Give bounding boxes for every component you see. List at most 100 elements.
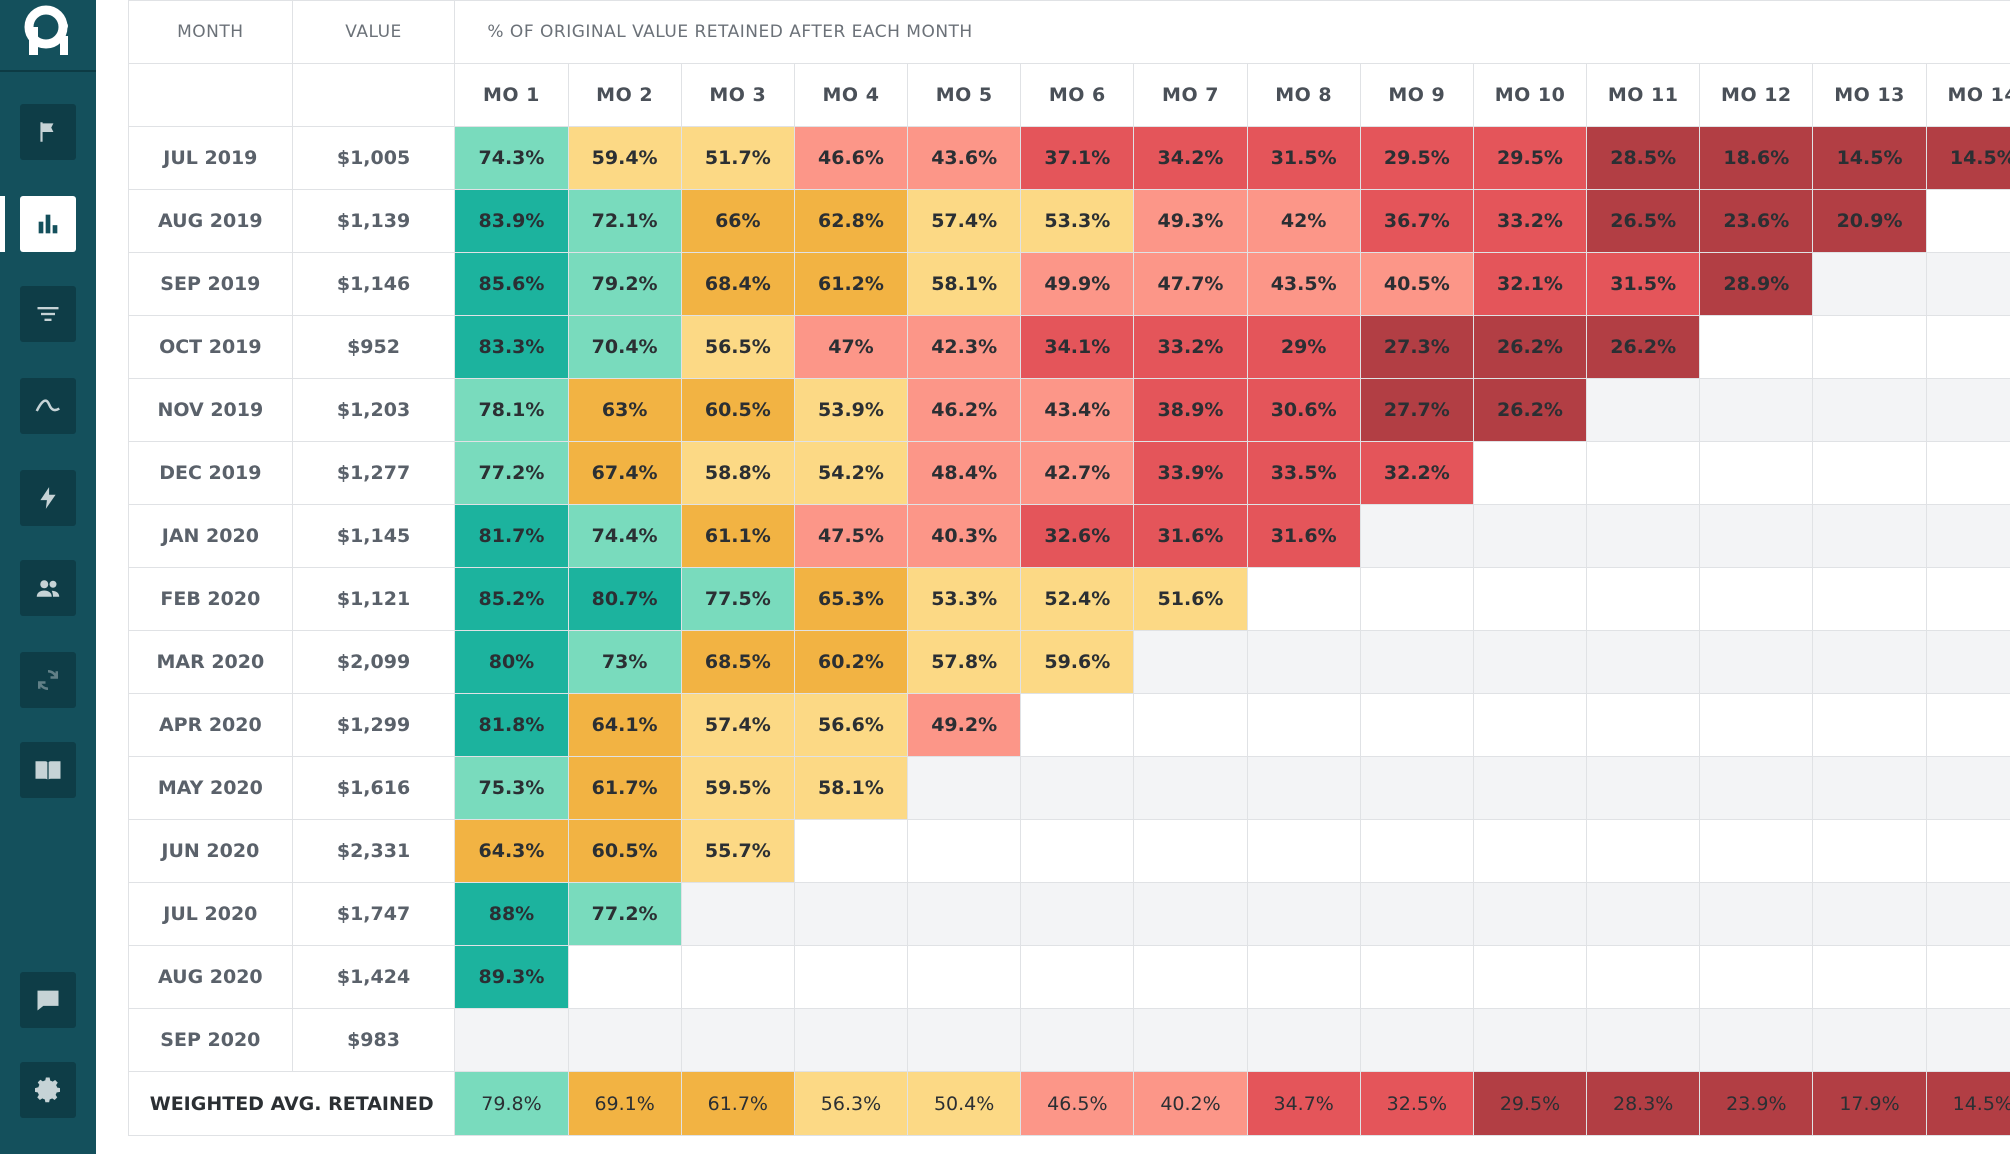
retention-cell[interactable]: 46.2% (907, 378, 1022, 442)
retention-cell[interactable]: 53.3% (907, 567, 1022, 631)
retention-cell[interactable]: 32.1% (1472, 252, 1588, 316)
weighted-average-cell[interactable]: 29.5% (1472, 1071, 1588, 1136)
weighted-average-cell[interactable]: 46.5% (1020, 1071, 1135, 1136)
retention-cell[interactable]: 65.3% (793, 567, 909, 631)
retention-cell[interactable]: 26.2% (1472, 378, 1588, 442)
retention-cell[interactable]: 32.2% (1359, 441, 1474, 505)
month-column-header[interactable]: MO 13 (1812, 63, 1927, 127)
retention-cell[interactable]: 43.4% (1020, 378, 1135, 442)
retention-cell[interactable]: 57.4% (907, 189, 1022, 253)
retention-cell[interactable]: 81.7% (454, 504, 569, 568)
nav-customers-button[interactable] (20, 560, 76, 616)
retention-cell[interactable]: 78.1% (454, 378, 569, 442)
retention-cell[interactable]: 77.2% (454, 441, 569, 505)
retention-cell[interactable]: 59.5% (680, 756, 795, 820)
retention-cell[interactable]: 27.3% (1359, 315, 1474, 379)
nav-docs-button[interactable] (20, 742, 76, 798)
retention-cell[interactable]: 64.1% (567, 693, 682, 757)
retention-cell[interactable]: 55.7% (680, 819, 795, 883)
retention-cell[interactable]: 59.4% (567, 126, 682, 190)
retention-cell[interactable]: 47.5% (793, 504, 909, 568)
retention-cell[interactable]: 23.6% (1699, 189, 1814, 253)
retention-cell[interactable]: 53.3% (1020, 189, 1135, 253)
retention-cell[interactable]: 31.5% (1586, 252, 1701, 316)
retention-cell[interactable]: 80% (454, 630, 569, 694)
retention-cell[interactable]: 33.2% (1133, 315, 1248, 379)
weighted-average-cell[interactable]: 61.7% (680, 1071, 795, 1136)
retention-cell[interactable]: 63% (567, 378, 682, 442)
weighted-average-cell[interactable]: 28.3% (1586, 1071, 1701, 1136)
retention-cell[interactable]: 29.5% (1472, 126, 1588, 190)
retention-cell[interactable]: 40.3% (907, 504, 1022, 568)
nav-chat-button[interactable] (20, 972, 76, 1028)
weighted-average-cell[interactable]: 14.5% (1925, 1071, 2010, 1136)
retention-cell[interactable]: 83.3% (454, 315, 569, 379)
retention-cell[interactable]: 33.9% (1133, 441, 1248, 505)
month-column-header[interactable]: MO 11 (1586, 63, 1701, 127)
retention-cell[interactable]: 40.5% (1359, 252, 1474, 316)
weighted-average-cell[interactable]: 17.9% (1812, 1071, 1927, 1136)
retention-cell[interactable]: 14.5% (1925, 126, 2010, 190)
nav-filter-button[interactable] (20, 286, 76, 342)
weighted-average-cell[interactable]: 40.2% (1133, 1071, 1248, 1136)
retention-cell[interactable]: 57.8% (907, 630, 1022, 694)
retention-cell[interactable]: 53.9% (793, 378, 909, 442)
retention-cell[interactable]: 85.2% (454, 567, 569, 631)
month-column-header[interactable]: MO 2 (567, 63, 682, 127)
retention-cell[interactable]: 27.7% (1359, 378, 1474, 442)
retention-cell[interactable]: 66% (680, 189, 795, 253)
retention-cell[interactable]: 73% (567, 630, 682, 694)
month-column-header[interactable]: MO 1 (454, 63, 569, 127)
retention-cell[interactable]: 54.2% (793, 441, 909, 505)
retention-cell[interactable]: 85.6% (454, 252, 569, 316)
retention-cell[interactable]: 62.8% (793, 189, 909, 253)
retention-cell[interactable]: 58.1% (793, 756, 909, 820)
nav-settings-button[interactable] (20, 1062, 76, 1118)
retention-cell[interactable]: 28.5% (1586, 126, 1701, 190)
retention-cell[interactable]: 72.1% (567, 189, 682, 253)
retention-cell[interactable]: 46.6% (793, 126, 909, 190)
retention-cell[interactable]: 20.9% (1812, 189, 1927, 253)
retention-cell[interactable]: 43.6% (907, 126, 1022, 190)
retention-cell[interactable]: 42.3% (907, 315, 1022, 379)
retention-cell[interactable]: 38.9% (1133, 378, 1248, 442)
nav-sync-button[interactable] (20, 652, 76, 708)
month-column-header[interactable]: MO 5 (907, 63, 1022, 127)
retention-cell[interactable]: 57.4% (680, 693, 795, 757)
weighted-average-cell[interactable]: 69.1% (567, 1071, 682, 1136)
retention-cell[interactable]: 33.5% (1246, 441, 1361, 505)
nav-charts-button[interactable] (20, 196, 76, 252)
retention-cell[interactable]: 51.7% (680, 126, 795, 190)
retention-cell[interactable]: 67.4% (567, 441, 682, 505)
retention-cell[interactable]: 26.5% (1586, 189, 1701, 253)
retention-cell[interactable]: 31.6% (1133, 504, 1248, 568)
retention-cell[interactable]: 59.6% (1020, 630, 1135, 694)
retention-cell[interactable]: 32.6% (1020, 504, 1135, 568)
month-column-header[interactable]: MO 10 (1472, 63, 1588, 127)
month-column-header[interactable]: MO 3 (680, 63, 795, 127)
retention-cell[interactable]: 47% (793, 315, 909, 379)
weighted-average-cell[interactable]: 34.7% (1246, 1071, 1361, 1136)
retention-cell[interactable]: 61.1% (680, 504, 795, 568)
retention-cell[interactable]: 31.6% (1246, 504, 1361, 568)
retention-cell[interactable]: 81.8% (454, 693, 569, 757)
retention-cell[interactable]: 77.2% (567, 882, 682, 946)
weighted-average-cell[interactable]: 79.8% (454, 1071, 569, 1136)
retention-cell[interactable]: 30.6% (1246, 378, 1361, 442)
retention-cell[interactable]: 77.5% (680, 567, 795, 631)
retention-cell[interactable]: 43.5% (1246, 252, 1361, 316)
retention-cell[interactable]: 74.4% (567, 504, 682, 568)
retention-cell[interactable]: 33.2% (1472, 189, 1588, 253)
retention-cell[interactable]: 56.6% (793, 693, 909, 757)
retention-cell[interactable]: 51.6% (1133, 567, 1248, 631)
retention-cell[interactable]: 61.2% (793, 252, 909, 316)
retention-cell[interactable]: 29.5% (1359, 126, 1474, 190)
retention-cell[interactable]: 37.1% (1020, 126, 1135, 190)
retention-cell[interactable]: 56.5% (680, 315, 795, 379)
retention-cell[interactable]: 61.7% (567, 756, 682, 820)
retention-cell[interactable]: 68.5% (680, 630, 795, 694)
month-column-header[interactable]: MO 6 (1020, 63, 1135, 127)
retention-cell[interactable]: 88% (454, 882, 569, 946)
retention-cell[interactable]: 60.5% (567, 819, 682, 883)
retention-cell[interactable]: 58.8% (680, 441, 795, 505)
